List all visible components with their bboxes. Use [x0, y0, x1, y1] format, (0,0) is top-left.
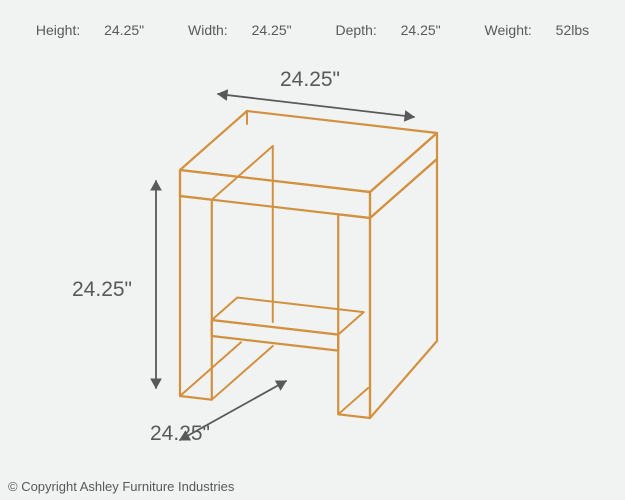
- dim-depth-label: 24.25": [150, 422, 210, 446]
- copyright-text: © Copyright Ashley Furniture Industries: [8, 479, 234, 494]
- dim-height-label: 24.25": [72, 278, 132, 302]
- dim-width-label: 24.25": [280, 68, 340, 92]
